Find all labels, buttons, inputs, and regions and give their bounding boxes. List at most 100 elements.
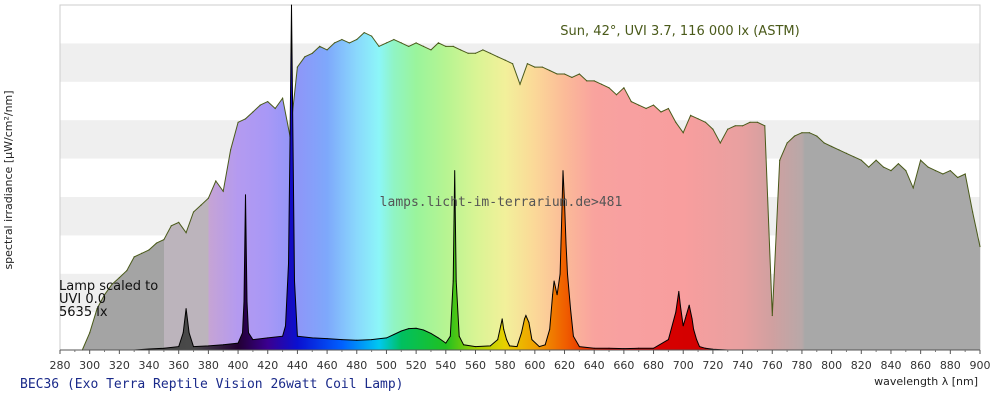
grid-band	[60, 43, 980, 82]
sun-data-point	[652, 104, 655, 106]
lamp-data-point	[475, 346, 476, 348]
x-tick-label: 680	[643, 359, 664, 372]
sun-data-point	[519, 83, 521, 85]
lamp-data-point	[326, 338, 328, 340]
sun-data-point	[452, 45, 454, 48]
x-axis: 280 300 320 340 360 380 400 420 440 460 480 500 520 5…	[50, 349, 991, 372]
sun-data-point	[163, 239, 165, 241]
sun-data-point	[489, 52, 491, 54]
sun-data-point	[541, 66, 543, 68]
sun-data-point	[578, 73, 581, 75]
sun-data-point	[511, 63, 514, 65]
lamp-data-point	[559, 273, 561, 275]
lamp-data-point	[565, 242, 567, 244]
lamp-data-point	[572, 335, 574, 337]
lamp-data-point	[185, 308, 187, 310]
sun-data-point	[712, 128, 714, 130]
lamp-data-point	[458, 335, 460, 337]
sun-data-point	[274, 107, 276, 110]
x-axis-label: wavelength λ [nm]	[874, 375, 978, 388]
sun-data-point	[853, 156, 855, 158]
x-tick-label: 700	[673, 359, 694, 372]
lamp-data-point	[296, 335, 298, 337]
lamp-data-point	[685, 315, 687, 316]
sun-data-point	[111, 283, 113, 285]
sun-data-point	[927, 166, 929, 168]
sun-data-point	[497, 56, 499, 58]
sun-data-point	[905, 170, 907, 172]
sun-data-point	[178, 221, 180, 223]
x-tick-label: 300	[79, 359, 100, 372]
sun-data-point	[311, 52, 313, 54]
sun-data-point	[103, 294, 106, 296]
lamp-data-point	[506, 339, 508, 341]
sun-data-point	[333, 42, 336, 44]
sun-data-point	[296, 66, 298, 68]
lamp-data-point	[311, 337, 313, 339]
lamp-data-point	[193, 346, 194, 348]
lamp-scale-note-line-3: 5635 lx	[59, 305, 108, 320]
lamp-data-point	[678, 290, 680, 292]
sun-data-point	[890, 170, 892, 172]
sun-data-point	[356, 38, 358, 41]
lamp-data-point	[148, 348, 150, 350]
sun-data-point	[949, 170, 951, 172]
lamp-data-point	[682, 325, 684, 327]
lamp-data-point	[688, 304, 690, 306]
sun-data-point	[912, 187, 914, 189]
sun-data-point	[126, 270, 128, 272]
lamp-data-point	[509, 345, 511, 347]
lamp-data-point	[341, 339, 343, 341]
sun-data-point	[816, 135, 818, 137]
sun-data-point	[200, 204, 202, 206]
sun-data-point	[972, 211, 974, 213]
sun-data-point	[697, 118, 699, 120]
lamp-data-point	[696, 339, 698, 341]
sun-data-point	[845, 152, 848, 154]
sun-spectrum-layer	[81, 31, 981, 351]
x-tick-label: 800	[821, 359, 842, 372]
lamp-data-point	[243, 301, 245, 303]
sun-data-point	[155, 242, 158, 244]
sun-data-point	[363, 31, 365, 34]
lamp-data-point	[400, 330, 402, 332]
sun-data-point	[534, 66, 536, 68]
lamp-data-point	[693, 328, 695, 330]
sun-data-point	[823, 142, 825, 144]
sun-data-point	[979, 245, 981, 248]
sun-data-point	[319, 45, 321, 48]
lamp-data-point	[252, 339, 254, 341]
x-tick-label: 460	[317, 359, 338, 372]
sun-data-point	[756, 121, 759, 123]
sun-data-point	[786, 142, 788, 144]
sun-data-point	[341, 38, 343, 41]
lamp-data-point	[531, 339, 533, 341]
sun-data-point	[667, 107, 670, 110]
sun-spectrum-line	[81, 32, 981, 351]
x-tick-label: 780	[791, 359, 812, 372]
lamp-data-point	[437, 337, 439, 339]
x-tick-label: 360	[168, 359, 189, 372]
sun-data-point	[385, 42, 388, 44]
x-tick-label: 560	[465, 359, 486, 372]
lamp-data-point	[564, 201, 565, 203]
sun-data-point	[549, 69, 551, 72]
x-tick-label: 540	[435, 359, 456, 372]
lamp-data-point	[525, 315, 527, 316]
sun-data-point	[89, 332, 91, 334]
lamp-data-point	[538, 346, 540, 348]
lamp-data-point	[528, 321, 530, 323]
sun-spectrum-area	[82, 32, 981, 350]
sun-data-point	[430, 49, 432, 51]
x-tick-label: 720	[702, 359, 723, 372]
lamp-data-point	[608, 347, 610, 349]
lamp-data-point	[463, 344, 465, 346]
sun-data-point	[771, 314, 773, 317]
sun-data-point	[237, 121, 239, 123]
sun-data-point	[504, 59, 506, 61]
x-tick-label: 500	[376, 359, 397, 372]
x-tick-label: 440	[287, 359, 308, 372]
lamp-data-point	[638, 347, 640, 349]
sun-data-point	[215, 180, 217, 182]
